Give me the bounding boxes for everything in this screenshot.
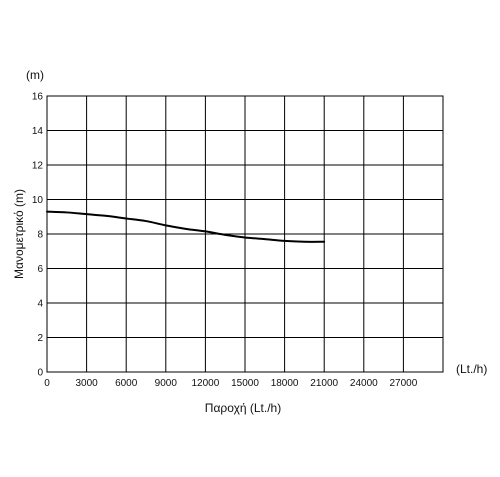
x-tick-labels: 0 3000 6000 9000 12000 15000 18000 21000 24000 27… [44, 378, 418, 389]
x-tick-label: 0 [44, 378, 50, 389]
y-tick-label: 12 [32, 161, 44, 172]
y-tick-label: 16 [32, 92, 44, 103]
y-tick-label: 2 [37, 333, 43, 344]
y-tick-label: 4 [37, 299, 43, 310]
y-tick-label: 14 [32, 126, 44, 137]
x-tick-label: 18000 [271, 378, 299, 389]
x-tick-label: 24000 [350, 378, 378, 389]
plot-frame [46, 95, 444, 373]
series-line [46, 210, 326, 243]
y-tick-label: 10 [32, 195, 44, 206]
x-tick-label: 9000 [155, 378, 178, 389]
x-tick-label: 15000 [231, 378, 259, 389]
grid [46, 95, 444, 373]
x-tick-label: 27000 [389, 378, 417, 389]
x-tick-label: 12000 [191, 378, 219, 389]
y-tick-labels: 0 2 4 6 8 10 12 14 16 [32, 92, 44, 379]
series-layer [46, 210, 326, 243]
x-tick-label: 21000 [310, 378, 338, 389]
x-tick-label: 6000 [115, 378, 138, 389]
y-unit-label: (m) [26, 68, 44, 82]
y-tick-label: 6 [37, 264, 43, 275]
x-tick-label: 3000 [75, 378, 98, 389]
x-axis-title: Παροχή (Lt./h) [205, 401, 281, 415]
y-axis-title: Μανομετρικό (m) [12, 189, 26, 279]
x-unit-label: (Lt./h) [456, 362, 487, 376]
y-tick-label: 0 [37, 368, 43, 379]
y-tick-label: 8 [37, 230, 43, 241]
